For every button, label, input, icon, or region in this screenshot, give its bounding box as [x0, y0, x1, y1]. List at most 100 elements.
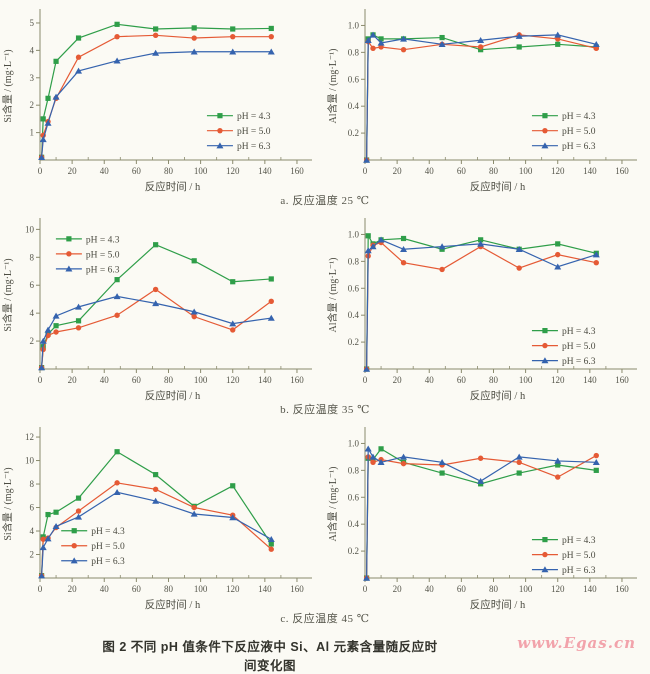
legend: pH = 4.3 pH = 5.0 pH = 6.3	[55, 235, 120, 275]
svg-text:0.2: 0.2	[348, 546, 359, 556]
svg-text:0.2: 0.2	[348, 128, 359, 138]
series-6.3	[38, 48, 275, 160]
svg-text:4: 4	[30, 308, 35, 318]
svg-text:120: 120	[551, 375, 565, 385]
svg-text:60: 60	[457, 166, 467, 176]
svg-text:2: 2	[30, 100, 35, 110]
svg-text:60: 60	[457, 584, 467, 594]
chart-si-25c-svg: 0 20 40 60 80 100 120 140 160 1 2 3 4 5 反应时间 / h Si含量 /…	[1, 9, 312, 193]
figure-caption-row: 图 2 不同 pH 值条件下反应液中 Si、Al 元素含量随反应时间变化图 ww…	[0, 634, 650, 673]
svg-text:120: 120	[226, 584, 240, 594]
svg-text:20: 20	[68, 584, 78, 594]
svg-text:pH = 6.3: pH = 6.3	[237, 142, 271, 152]
svg-text:140: 140	[258, 584, 272, 594]
svg-text:0.4: 0.4	[348, 310, 360, 320]
chart-row-a: 0 20 40 60 80 100 120 140 160 1 2 3 4 5 反应时间 / h Si含量 /…	[0, 2, 650, 194]
svg-text:Al含量 / (mg·L⁻¹): Al含量 / (mg·L⁻¹)	[326, 258, 339, 333]
svg-text:0.6: 0.6	[348, 74, 360, 84]
svg-text:120: 120	[226, 375, 240, 385]
svg-text:1.0: 1.0	[348, 20, 360, 30]
svg-text:2: 2	[30, 336, 35, 346]
svg-text:80: 80	[164, 375, 174, 385]
legend: pH = 4.3 pH = 5.0 pH = 6.3	[206, 112, 271, 152]
svg-text:140: 140	[258, 375, 272, 385]
svg-text:1: 1	[30, 128, 35, 138]
svg-text:3: 3	[30, 73, 35, 83]
svg-text:0.4: 0.4	[348, 101, 360, 111]
row-caption-c: c. 反应温度 45 ℃	[280, 613, 370, 625]
svg-text:pH = 5.0: pH = 5.0	[562, 551, 596, 561]
svg-text:Si含量 / (mg·L⁻¹): Si含量 / (mg·L⁻¹)	[1, 467, 14, 540]
svg-text:12: 12	[25, 432, 34, 442]
svg-text:0.8: 0.8	[348, 256, 360, 266]
series-4.3	[39, 242, 274, 371]
svg-text:pH = 4.3: pH = 4.3	[91, 527, 125, 537]
chart-al-35c: 0 20 40 60 80 100 120 140 160 0.2 0.4 0.6 0.8 1.0 反应时间…	[325, 211, 650, 403]
svg-text:0.6: 0.6	[348, 492, 360, 502]
svg-text:100: 100	[194, 375, 208, 385]
axes: 0 20 40 60 80 100 120 140 160 0.2 0.4 0.6 0.8 1.0	[348, 9, 637, 176]
svg-text:80: 80	[489, 375, 499, 385]
legend: pH = 4.3 pH = 5.0 pH = 6.3	[531, 536, 596, 576]
svg-text:pH = 5.0: pH = 5.0	[562, 127, 596, 137]
svg-text:pH = 4.3: pH = 4.3	[562, 112, 596, 122]
chart-si-35c: 0 20 40 60 80 100 120 140 160 2 4 6 8 10 反应时间 / h Si含量 …	[0, 211, 325, 403]
chart-si-25c: 0 20 40 60 80 100 120 140 160 1 2 3 4 5 反应时间 / h Si含量 /…	[0, 2, 325, 194]
series-5.0	[363, 239, 599, 372]
svg-text:160: 160	[615, 375, 629, 385]
legend: pH = 4.3 pH = 5.0 pH = 6.3	[61, 527, 125, 567]
svg-text:160: 160	[615, 166, 629, 176]
series-6.3	[363, 236, 600, 372]
series-6.3	[38, 488, 275, 579]
svg-text:60: 60	[132, 166, 142, 176]
axes: 0 20 40 60 80 100 120 140 160 2 4 6 8 10 12	[25, 427, 312, 594]
chart-si-45c: 0 20 40 60 80 100 120 140 160 2 4 6 8 10 12 反应时间 / h Si含…	[0, 420, 325, 612]
svg-text:0: 0	[38, 166, 43, 176]
svg-text:pH = 4.3: pH = 4.3	[562, 536, 596, 546]
watermark-text: www.Egas.cn	[517, 634, 636, 652]
svg-text:140: 140	[583, 166, 597, 176]
chart-al-25c: 0 20 40 60 80 100 120 140 160 0.2 0.4 0.6 0.8 1.0 反应时间…	[325, 2, 650, 194]
chart-si-45c-svg: 0 20 40 60 80 100 120 140 160 2 4 6 8 10 12 反应时间 / h Si含…	[1, 427, 312, 611]
series-5.0	[38, 480, 274, 579]
svg-text:120: 120	[551, 584, 565, 594]
svg-text:0.6: 0.6	[348, 283, 360, 293]
svg-text:0: 0	[363, 584, 368, 594]
series-6.3	[363, 445, 600, 581]
legend: pH = 4.3 pH = 5.0 pH = 6.3	[531, 327, 596, 367]
svg-text:80: 80	[164, 584, 174, 594]
svg-text:pH = 4.3: pH = 4.3	[86, 235, 120, 245]
svg-text:反应时间 / h: 反应时间 / h	[470, 598, 526, 611]
svg-text:40: 40	[425, 375, 435, 385]
chart-si-35c-svg: 0 20 40 60 80 100 120 140 160 2 4 6 8 10 反应时间 / h Si含量 …	[1, 218, 312, 402]
series-6.3	[38, 293, 275, 371]
svg-text:0.8: 0.8	[348, 465, 360, 475]
svg-text:pH = 6.3: pH = 6.3	[562, 142, 596, 152]
svg-text:160: 160	[615, 584, 629, 594]
svg-text:反应时间 / h: 反应时间 / h	[145, 598, 201, 611]
series-5.0	[38, 286, 274, 371]
axes: 0 20 40 60 80 100 120 140 160 2 4 6 8 10	[25, 218, 312, 385]
svg-text:100: 100	[519, 375, 533, 385]
svg-text:pH = 5.0: pH = 5.0	[91, 542, 125, 552]
svg-text:Al含量 / (mg·L⁻¹): Al含量 / (mg·L⁻¹)	[326, 49, 339, 124]
chart-row-b: 0 20 40 60 80 100 120 140 160 2 4 6 8 10 反应时间 / h Si含量 …	[0, 211, 650, 403]
svg-text:10: 10	[25, 456, 35, 466]
series-6.3	[363, 31, 600, 163]
legend: pH = 4.3 pH = 5.0 pH = 6.3	[531, 112, 596, 152]
svg-text:100: 100	[519, 166, 533, 176]
svg-text:60: 60	[132, 375, 142, 385]
chart-row-c: 0 20 40 60 80 100 120 140 160 2 4 6 8 10 12 反应时间 / h Si含…	[0, 420, 650, 612]
svg-text:120: 120	[226, 166, 240, 176]
svg-text:40: 40	[425, 166, 435, 176]
svg-text:40: 40	[100, 584, 110, 594]
svg-text:80: 80	[164, 166, 174, 176]
svg-text:0: 0	[38, 375, 43, 385]
svg-text:0: 0	[363, 375, 368, 385]
svg-text:40: 40	[100, 375, 110, 385]
svg-text:Si含量 / (mg·L⁻¹): Si含量 / (mg·L⁻¹)	[1, 258, 14, 331]
svg-text:pH = 6.3: pH = 6.3	[562, 357, 596, 367]
svg-text:6: 6	[30, 503, 35, 513]
axes: 0 20 40 60 80 100 120 140 160 1 2 3 4 5	[30, 9, 312, 176]
svg-text:5: 5	[30, 18, 35, 28]
